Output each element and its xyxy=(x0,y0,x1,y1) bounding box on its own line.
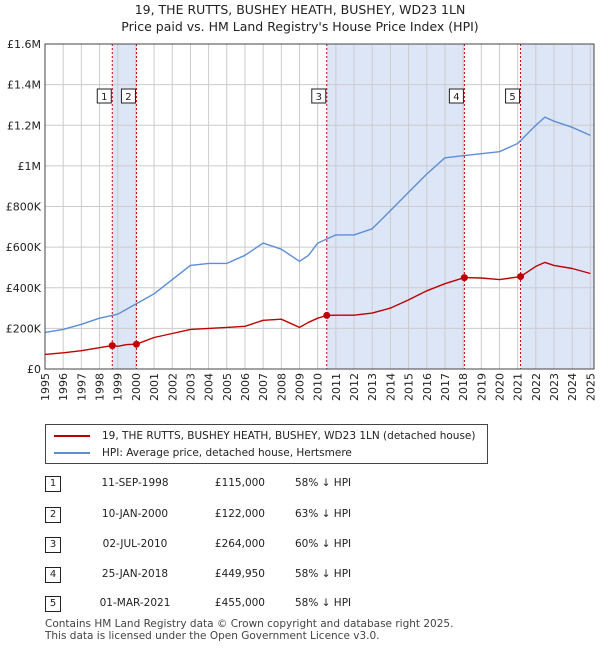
x-tick-label: 2007 xyxy=(257,373,270,401)
sale-label-number: 4 xyxy=(453,92,459,103)
x-tick-label: 1996 xyxy=(57,373,70,401)
x-tick-label: 1997 xyxy=(75,373,88,401)
x-tick-label: 2009 xyxy=(294,373,307,401)
sale-label-box xyxy=(448,88,464,104)
sale-price: £449,950 xyxy=(214,568,265,580)
x-tick-label: 2010 xyxy=(312,373,325,401)
x-tick-label: 2024 xyxy=(566,373,579,401)
hpi-line xyxy=(44,116,591,334)
sale-row: 5 01-MAR-2021 £455,000 58% ↓ HPI xyxy=(45,596,465,612)
sale-point xyxy=(108,342,116,350)
sale-number: 1 xyxy=(45,476,61,492)
sale-label-box xyxy=(311,88,327,104)
sale-point xyxy=(132,340,140,348)
sale-hpi-diff: 58% ↓ HPI xyxy=(295,597,352,609)
sale-row: 4 25-JAN-2018 £449,950 58% ↓ HPI xyxy=(45,567,465,583)
x-tick-label: 2003 xyxy=(184,373,197,401)
x-tick-label: 2017 xyxy=(439,373,452,401)
sale-price: £115,000 xyxy=(214,477,265,489)
legend-label-property: 19, THE RUTTS, BUSHEY HEATH, BUSHEY, WD2… xyxy=(102,430,476,442)
legend-swatch-hpi xyxy=(54,452,90,454)
price-chart: £0 £200K £400K £600K £800K £1M £1.2M £1.4M £1.6M… xyxy=(6,38,598,401)
sale-date: 10-JAN-2000 xyxy=(101,508,169,520)
sale-label-number: 2 xyxy=(125,92,131,103)
footer-line-1: Contains HM Land Registry data © Crown c… xyxy=(45,618,454,630)
sale-hpi-diff: 58% ↓ HPI xyxy=(295,568,352,580)
x-tick-label: 2012 xyxy=(348,373,361,401)
sale-row: 2 10-JAN-2000 £122,000 63% ↓ HPI xyxy=(45,507,465,523)
x-tick-label: 2011 xyxy=(330,373,343,401)
x-tick-label: 2020 xyxy=(493,373,506,401)
sale-number: 5 xyxy=(45,596,61,612)
footer-line-2: This data is licensed under the Open Gov… xyxy=(45,629,380,642)
property-price-line xyxy=(44,261,591,356)
sale-label-box xyxy=(505,88,521,104)
plot-border xyxy=(44,43,595,370)
sale-label-number: 1 xyxy=(101,92,107,103)
sale-label-number: 5 xyxy=(509,92,515,103)
sale-price: £455,000 xyxy=(214,597,265,609)
y-tick-label: £800K xyxy=(6,201,42,214)
y-tick-label: £200K xyxy=(6,322,42,335)
legend-item-property: 19, THE RUTTS, BUSHEY HEATH, BUSHEY, WD2… xyxy=(54,428,475,444)
sale-label-number: 3 xyxy=(316,92,322,103)
legend-swatch-property xyxy=(54,435,90,437)
sale-row: 1 11-SEP-1998 £115,000 58% ↓ HPI xyxy=(45,476,465,492)
x-tick-label: 2021 xyxy=(512,373,525,401)
sale-price: £122,000 xyxy=(214,508,265,520)
x-tick-label: 2018 xyxy=(457,373,470,401)
x-tick-label: 2025 xyxy=(584,373,597,401)
sale-date: 02-JUL-2010 xyxy=(102,538,168,550)
chart-title: 19, THE RUTTS, BUSHEY HEATH, BUSHEY, WD2… xyxy=(134,2,466,17)
sale-hpi-diff: 60% ↓ HPI xyxy=(295,538,352,550)
y-tick-label: £1.2M xyxy=(7,119,41,132)
y-tick-label: £600K xyxy=(6,241,42,254)
y-tick-label: £1.6M xyxy=(7,38,41,51)
x-tick-label: 2006 xyxy=(239,373,252,401)
sale-date: 25-JAN-2018 xyxy=(101,568,169,580)
x-tick-label: 2004 xyxy=(203,373,216,401)
footer-attribution: Contains HM Land Registry data © Crown c… xyxy=(45,618,454,642)
x-tick-label: 1999 xyxy=(112,373,125,401)
sale-number: 3 xyxy=(45,537,61,553)
x-tick-label: 2019 xyxy=(475,373,488,401)
sale-date: 11-SEP-1998 xyxy=(101,477,169,489)
y-tick-label: £400K xyxy=(6,282,42,295)
sale-date: 01-MAR-2021 xyxy=(99,597,171,609)
x-tick-label: 1998 xyxy=(94,373,107,401)
sale-point xyxy=(323,311,331,319)
chart-subtitle: Price paid vs. HM Land Registry's House … xyxy=(121,19,479,34)
sale-point xyxy=(460,274,468,282)
legend-item-hpi: HPI: Average price, detached house, Hert… xyxy=(54,445,352,461)
x-tick-label: 2023 xyxy=(548,373,561,401)
chart-legend: 19, THE RUTTS, BUSHEY HEATH, BUSHEY, WD2… xyxy=(45,424,488,464)
x-tick-label: 2005 xyxy=(221,373,234,401)
sale-number: 4 xyxy=(45,567,61,583)
y-tick-label: £1.4M xyxy=(7,79,41,92)
sale-label-box xyxy=(96,88,112,104)
sale-hpi-diff: 58% ↓ HPI xyxy=(295,477,352,489)
sale-row: 3 02-JUL-2010 £264,000 60% ↓ HPI xyxy=(45,537,465,553)
x-tick-label: 2016 xyxy=(421,373,434,401)
x-tick-label: 2014 xyxy=(384,373,397,401)
sale-label-box xyxy=(120,88,136,104)
y-tick-label: £1M xyxy=(18,160,42,173)
x-tick-label: 2022 xyxy=(530,373,543,401)
sale-price: £264,000 xyxy=(214,538,265,550)
x-tick-label: 2013 xyxy=(366,373,379,401)
x-tick-label: 1995 xyxy=(39,373,52,401)
legend-label-hpi: HPI: Average price, detached house, Hert… xyxy=(102,447,352,459)
x-tick-label: 2002 xyxy=(166,373,179,401)
x-tick-label: 2000 xyxy=(130,373,143,401)
x-tick-label: 2015 xyxy=(403,373,416,401)
sale-hpi-diff: 63% ↓ HPI xyxy=(295,508,352,520)
x-tick-label: 2008 xyxy=(275,373,288,401)
y-tick-label: £0 xyxy=(27,363,41,376)
sale-point xyxy=(517,273,525,281)
x-tick-label: 2001 xyxy=(148,373,161,401)
sale-number: 2 xyxy=(45,507,61,523)
